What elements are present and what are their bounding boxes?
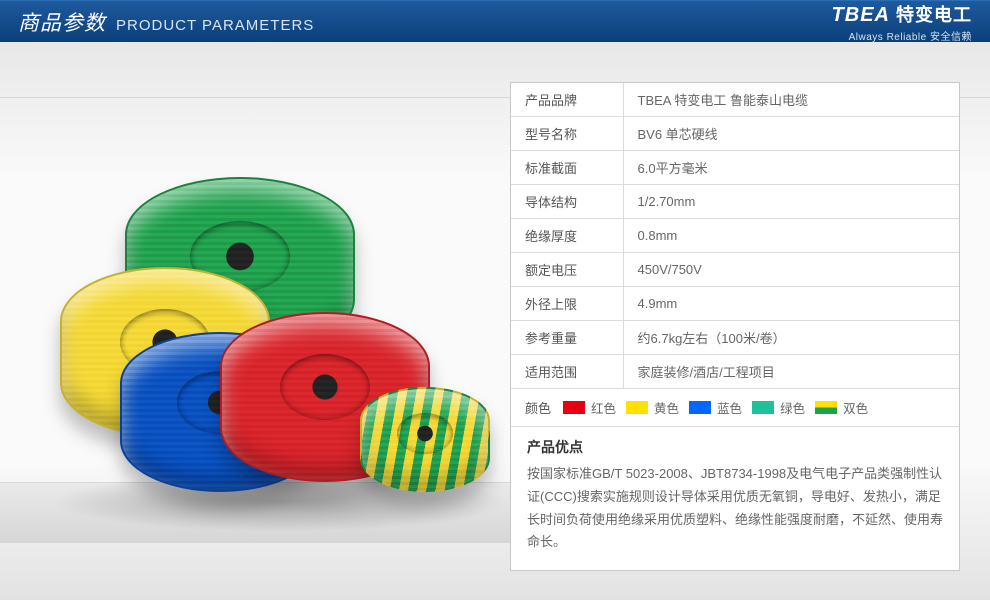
swatch-dual [815,401,837,414]
brand-name-zh: 特变电工 [896,1,972,27]
spec-value: 1/2.70mm [623,185,959,219]
spool-dual [360,387,490,492]
advantage-section: 产品优点 按国家标准GB/T 5023-2008、JBT8734-1998及电气… [511,427,959,570]
swatch-blue [689,401,711,414]
table-row: 参考重量约6.7kg左右（100米/卷） [511,321,959,355]
spec-label: 导体结构 [511,185,623,219]
table-row: 绝缘厚度0.8mm [511,219,959,253]
table-row: 标准截面6.0平方毫米 [511,151,959,185]
advantage-title: 产品优点 [527,437,943,457]
spec-label: 外径上限 [511,287,623,321]
spec-value: 家庭装修/酒店/工程项目 [623,355,959,389]
advantage-body: 按国家标准GB/T 5023-2008、JBT8734-1998及电气电子产品类… [527,463,943,554]
header-brand: TBEA 特变电工 Always Reliable 安全信赖 [832,1,972,43]
spec-table: 产品品牌TBEA 特变电工 鲁能泰山电缆 型号名称BV6 单芯硬线 标准截面6.… [511,83,959,389]
table-row: 外径上限4.9mm [511,287,959,321]
color-label: 颜色 [525,398,551,417]
spec-value: TBEA 特变电工 鲁能泰山电缆 [623,83,959,117]
table-row: 导体结构1/2.70mm [511,185,959,219]
spec-value: 0.8mm [623,219,959,253]
spec-label: 产品品牌 [511,83,623,117]
swatch-red [563,401,585,414]
spec-label: 型号名称 [511,117,623,151]
header-left: 商品参数 PRODUCT PARAMETERS [18,7,314,37]
color-name: 双色 [843,398,868,417]
spec-value: 6.0平方毫米 [623,151,959,185]
product-image-wire-spools [60,172,480,512]
table-row: 产品品牌TBEA 特变电工 鲁能泰山电缆 [511,83,959,117]
page-title-en: PRODUCT PARAMETERS [116,17,314,34]
brand-logo: TBEA [832,4,890,27]
spec-value: BV6 单芯硬线 [623,117,959,151]
page-title-zh: 商品参数 [18,7,106,37]
color-name: 黄色 [654,398,679,417]
spec-value: 约6.7kg左右（100米/卷） [623,321,959,355]
spec-label: 参考重量 [511,321,623,355]
table-row: 适用范围家庭装修/酒店/工程项目 [511,355,959,389]
content-area: 产品品牌TBEA 特变电工 鲁能泰山电缆 型号名称BV6 单芯硬线 标准截面6.… [0,42,990,600]
spec-label: 额定电压 [511,253,623,287]
spec-label: 标准截面 [511,151,623,185]
spec-value: 4.9mm [623,287,959,321]
brand-tagline: Always Reliable 安全信赖 [832,28,972,43]
color-name: 蓝色 [717,398,742,417]
spec-label: 绝缘厚度 [511,219,623,253]
table-row: 额定电压450V/750V [511,253,959,287]
color-name: 红色 [591,398,616,417]
swatch-green [752,401,774,414]
color-options-row: 颜色 红色 黄色 蓝色 绿色 双色 [511,389,959,427]
color-name: 绿色 [780,398,805,417]
spec-panel: 产品品牌TBEA 特变电工 鲁能泰山电缆 型号名称BV6 单芯硬线 标准截面6.… [510,82,960,571]
swatch-yellow [626,401,648,414]
spec-value: 450V/750V [623,253,959,287]
header-bar: 商品参数 PRODUCT PARAMETERS TBEA 特变电工 Always… [0,0,990,42]
spec-label: 适用范围 [511,355,623,389]
table-row: 型号名称BV6 单芯硬线 [511,117,959,151]
